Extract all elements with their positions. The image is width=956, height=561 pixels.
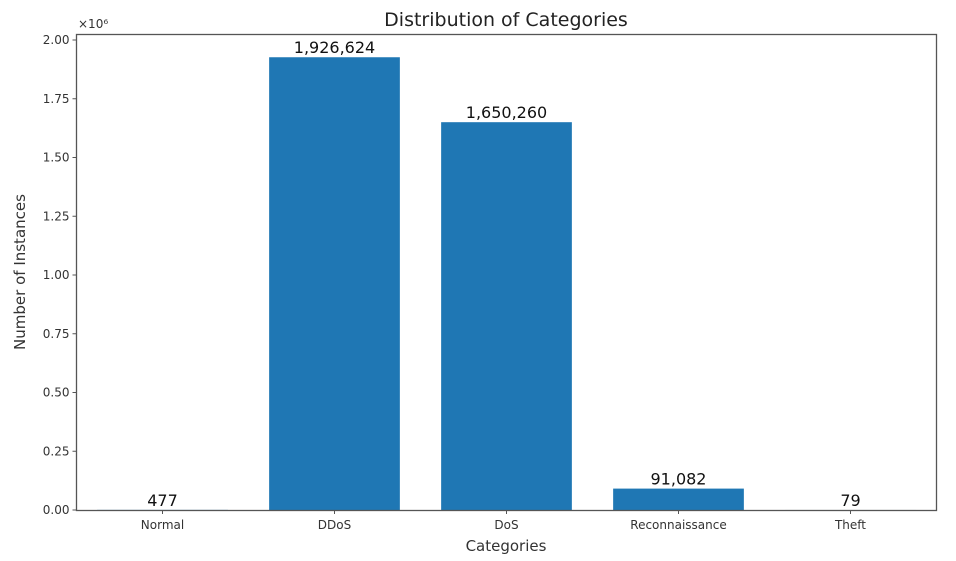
bar-value-label: 79 (840, 491, 860, 510)
y-tick-label: 0.75 (43, 327, 70, 341)
x-tick-label: DoS (494, 518, 518, 532)
y-axis-label: Number of Instances (11, 194, 29, 350)
y-tick-label: 0.00 (43, 503, 70, 517)
chart-title: Distribution of Categories (384, 9, 628, 31)
bar-reconnaissance (613, 488, 744, 510)
y-tick-label: 1.75 (43, 92, 70, 106)
y-tick-label: 1.25 (43, 209, 70, 223)
y-tick-label: 0.50 (43, 386, 70, 400)
y-tick-label: 1.00 (43, 268, 70, 282)
y-tick-label: 2.00 (43, 33, 70, 47)
bar-value-label: 91,082 (651, 470, 707, 489)
x-axis-label: Categories (466, 537, 547, 555)
bar-dos (441, 122, 572, 510)
x-tick-label: DDoS (318, 518, 351, 532)
y-axis-ticks: 0.00 0.25 0.50 0.75 1.00 1.25 1.50 1.75 2.00 (43, 33, 77, 517)
x-tick-label: Normal (141, 518, 184, 532)
y-tick-label: 1.50 (43, 151, 70, 165)
x-tick-label: Theft (834, 518, 866, 532)
bar-value-label: 1,650,260 (466, 103, 547, 122)
bars: 477 1,926,624 1,650,260 91,082 79 (97, 38, 916, 511)
x-tick-label: Reconnaissance (630, 518, 726, 532)
bar-ddos (269, 57, 400, 511)
y-tick-label: 0.25 (43, 444, 70, 458)
y-offset-text: ×10⁶ (78, 17, 108, 31)
bar-value-label: 1,926,624 (294, 38, 375, 57)
bar-value-label: 477 (147, 491, 178, 510)
x-axis-ticks: Normal DDoS DoS Reconnaissance Theft (141, 510, 866, 532)
